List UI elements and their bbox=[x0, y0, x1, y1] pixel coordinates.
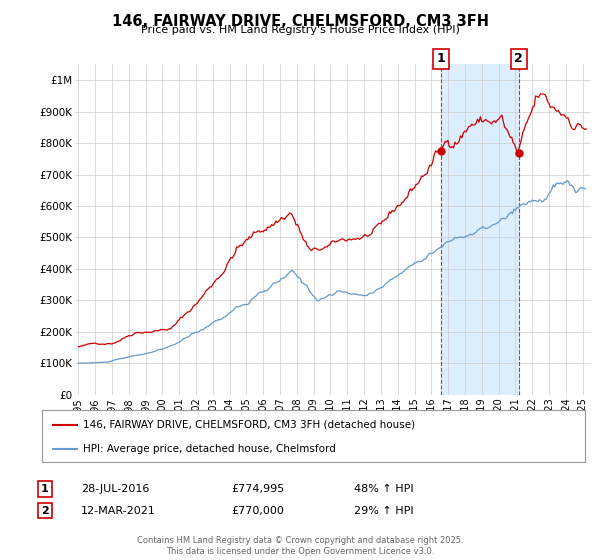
Bar bbox=[441, 64, 519, 395]
Text: HPI: Average price, detached house, Chelmsford: HPI: Average price, detached house, Chel… bbox=[83, 444, 335, 454]
Text: £770,000: £770,000 bbox=[231, 506, 284, 516]
Text: £774,995: £774,995 bbox=[231, 484, 284, 494]
Text: Contains HM Land Registry data © Crown copyright and database right 2025.
This d: Contains HM Land Registry data © Crown c… bbox=[137, 536, 463, 556]
Text: 146, FAIRWAY DRIVE, CHELMSFORD, CM3 3FH: 146, FAIRWAY DRIVE, CHELMSFORD, CM3 3FH bbox=[112, 14, 488, 29]
Text: 28-JUL-2016: 28-JUL-2016 bbox=[81, 484, 149, 494]
Text: 1: 1 bbox=[437, 52, 445, 66]
Text: 48% ↑ HPI: 48% ↑ HPI bbox=[354, 484, 413, 494]
Text: Price paid vs. HM Land Registry's House Price Index (HPI): Price paid vs. HM Land Registry's House … bbox=[140, 25, 460, 35]
Text: 1: 1 bbox=[41, 484, 49, 494]
Text: 12-MAR-2021: 12-MAR-2021 bbox=[81, 506, 156, 516]
Text: 29% ↑ HPI: 29% ↑ HPI bbox=[354, 506, 413, 516]
Text: 2: 2 bbox=[41, 506, 49, 516]
Text: 146, FAIRWAY DRIVE, CHELMSFORD, CM3 3FH (detached house): 146, FAIRWAY DRIVE, CHELMSFORD, CM3 3FH … bbox=[83, 420, 415, 430]
Text: 2: 2 bbox=[514, 52, 523, 66]
